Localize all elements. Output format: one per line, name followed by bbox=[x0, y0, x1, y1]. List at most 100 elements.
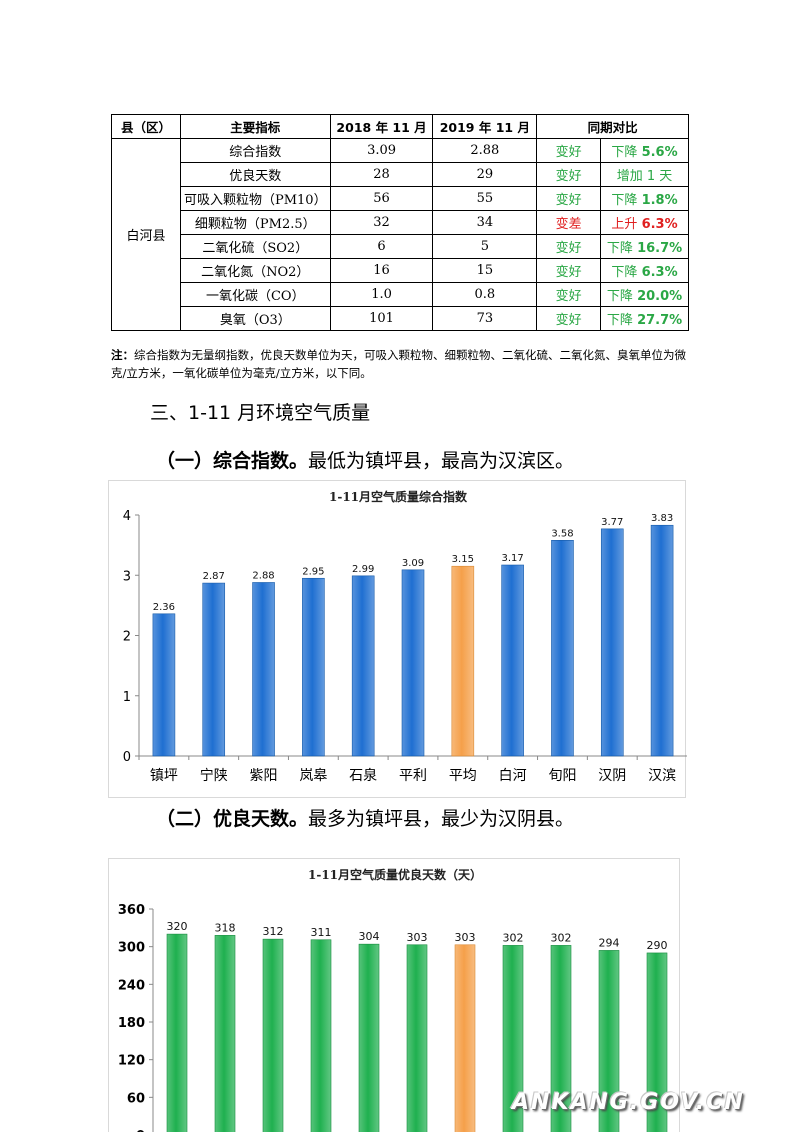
change-text: 上升 bbox=[611, 217, 638, 232]
trend-cell: 变好 bbox=[536, 186, 602, 211]
good-days-chart: 1-11月空气质量优良天数（天） 0 60 120 180 240 300 360 320 318… bbox=[108, 858, 680, 1132]
header-2018: 2018 年 11 月 bbox=[329, 114, 434, 139]
value-2019-cell: 15 bbox=[432, 258, 538, 283]
y-tick-label: 4 bbox=[123, 509, 131, 524]
change-text: 下降 bbox=[611, 145, 638, 160]
bar bbox=[252, 582, 275, 757]
value-2018-cell: 16 bbox=[329, 258, 434, 283]
header-indicator: 主要指标 bbox=[179, 114, 331, 139]
data-label: 2.88 bbox=[252, 570, 274, 581]
table-row: 二氧化硫（SO2） 6 5 变好 下降 16.7% bbox=[112, 234, 689, 259]
y-tick-label: 3 bbox=[123, 569, 131, 584]
composite-index-chart-svg: 1-11月空气质量综合指数 0 1 2 3 4 2.36 镇坪 2.87 宁陕 2.88 紫阳 2.95… bbox=[123, 489, 687, 784]
trend-cell: 变好 bbox=[536, 162, 602, 187]
data-label: 2.87 bbox=[203, 571, 225, 582]
bar bbox=[401, 569, 425, 757]
category-label: 旬阳 bbox=[548, 768, 576, 784]
data-label: 302 bbox=[503, 931, 524, 944]
bar bbox=[550, 945, 572, 1132]
note-text: 综合指数为无量纲指数，优良天数单位为天，可吸入颗粒物、细颗粒物、二氧化硫、二氧化… bbox=[111, 348, 686, 380]
data-label: 3.09 bbox=[402, 558, 424, 569]
value-2018-cell: 1.0 bbox=[329, 282, 434, 307]
county-cell: 白河县 bbox=[111, 138, 181, 331]
indicator-cell: 综合指数 bbox=[179, 138, 331, 163]
subsection-composite-index: （一）综合指数。最低为镇坪县，最高为汉滨区。 bbox=[156, 446, 574, 473]
data-label: 3.17 bbox=[502, 553, 524, 564]
y-tick-label: 120 bbox=[118, 1054, 145, 1069]
bar bbox=[646, 952, 668, 1132]
value-2019-cell: 2.88 bbox=[432, 138, 538, 163]
change-cell: 增加 1 天 bbox=[600, 162, 689, 187]
change-percent: 1.8% bbox=[641, 193, 678, 208]
change-percent: 16.7% bbox=[637, 241, 683, 256]
good-days-chart-svg: 1-11月空气质量优良天数（天） 0 60 120 180 240 300 360 320 318… bbox=[118, 867, 668, 1132]
data-label: 312 bbox=[263, 925, 284, 938]
trend-cell: 变好 bbox=[536, 282, 602, 307]
data-label: 2.95 bbox=[302, 566, 324, 577]
data-label: 3.77 bbox=[601, 517, 623, 528]
data-label: 320 bbox=[167, 920, 188, 933]
change-cell: 下降 27.7% bbox=[600, 306, 689, 331]
subsection-text: 最多为镇坪县，最少为汉阴县。 bbox=[308, 808, 575, 830]
value-2019-cell: 5 bbox=[432, 234, 538, 259]
bar bbox=[551, 540, 574, 757]
table-row: 白河县 综合指数 3.09 2.88 变好 下降 5.6% bbox=[111, 138, 689, 331]
bar bbox=[358, 943, 380, 1132]
change-text: 增加 1 天 bbox=[616, 169, 673, 184]
bar bbox=[214, 935, 236, 1132]
chart-title: 1-11月空气质量优良天数（天） bbox=[308, 867, 482, 882]
subsection-text: 最低为镇坪县，最高为汉滨区。 bbox=[308, 450, 575, 472]
indicator-cell: 臭氧（O3） bbox=[179, 306, 331, 331]
value-2018-cell: 32 bbox=[329, 210, 434, 235]
value-2019-cell: 29 bbox=[432, 162, 538, 187]
trend-cell: 变好 bbox=[536, 306, 602, 331]
change-cell: 下降 16.7% bbox=[600, 234, 689, 259]
change-percent: 20.0% bbox=[637, 289, 683, 304]
change-cell: 下降 6.3% bbox=[600, 258, 689, 283]
category-label: 平均 bbox=[449, 768, 477, 784]
category-label: 汉滨 bbox=[648, 768, 676, 784]
category-label: 宁陕 bbox=[200, 767, 228, 784]
value-2018-cell: 101 bbox=[329, 306, 434, 331]
table-header-row: 县（区） 主要指标 2018 年 11 月 2019 年 11 月 同期对比 bbox=[111, 114, 689, 139]
category-label: 平利 bbox=[399, 768, 427, 784]
data-label: 294 bbox=[599, 936, 620, 949]
indicator-cell: 细颗粒物（PM2.5） bbox=[179, 210, 331, 235]
category-label: 镇坪 bbox=[150, 768, 178, 784]
data-label: 290 bbox=[647, 939, 668, 952]
change-text: 下降 bbox=[611, 265, 638, 280]
header-2019: 2019 年 11 月 bbox=[432, 114, 538, 139]
trend-cell: 变好 bbox=[536, 258, 602, 283]
composite-index-chart: 1-11月空气质量综合指数 0 1 2 3 4 2.36 镇坪 2.87 宁陕 2.88 紫阳 2.95… bbox=[108, 480, 687, 798]
site-watermark: ANKANG.GOV.CN bbox=[512, 1090, 745, 1115]
change-cell: 下降 1.8% bbox=[600, 186, 689, 211]
y-tick-label: 1 bbox=[123, 690, 131, 705]
indicator-cell: 二氧化硫（SO2） bbox=[179, 234, 331, 259]
table-row: 细颗粒物（PM2.5） 32 34 变差 上升 6.3% bbox=[112, 210, 689, 235]
bar bbox=[202, 582, 226, 757]
trend-cell: 变差 bbox=[536, 210, 602, 235]
bar bbox=[262, 938, 284, 1132]
data-label: 3.83 bbox=[651, 513, 673, 524]
data-label: 3.15 bbox=[452, 554, 474, 565]
category-label: 白河 bbox=[499, 768, 527, 784]
header-county: 县（区） bbox=[111, 114, 181, 139]
change-percent: 27.7% bbox=[637, 313, 683, 328]
change-text: 下降 bbox=[606, 289, 633, 304]
table-row: 臭氧（O3） 101 73 变好 下降 27.7% bbox=[112, 306, 689, 331]
data-label: 3.58 bbox=[551, 528, 573, 539]
table-row: 优良天数 28 29 变好 增加 1 天 bbox=[112, 162, 689, 187]
bar bbox=[650, 524, 674, 757]
value-2018-cell: 28 bbox=[329, 162, 434, 187]
table-row: 一氧化碳（CO） 1.0 0.8 变好 下降 20.0% bbox=[112, 282, 689, 307]
bar bbox=[600, 528, 624, 757]
bar bbox=[451, 565, 475, 757]
change-percent: 6.3% bbox=[641, 265, 678, 280]
bar bbox=[501, 564, 524, 757]
y-tick-label: 2 bbox=[123, 630, 131, 645]
bar bbox=[502, 945, 524, 1132]
value-2019-cell: 73 bbox=[432, 306, 538, 331]
change-text: 下降 bbox=[606, 313, 633, 328]
value-2018-cell: 56 bbox=[329, 186, 434, 211]
value-2018-cell: 3.09 bbox=[329, 138, 434, 163]
